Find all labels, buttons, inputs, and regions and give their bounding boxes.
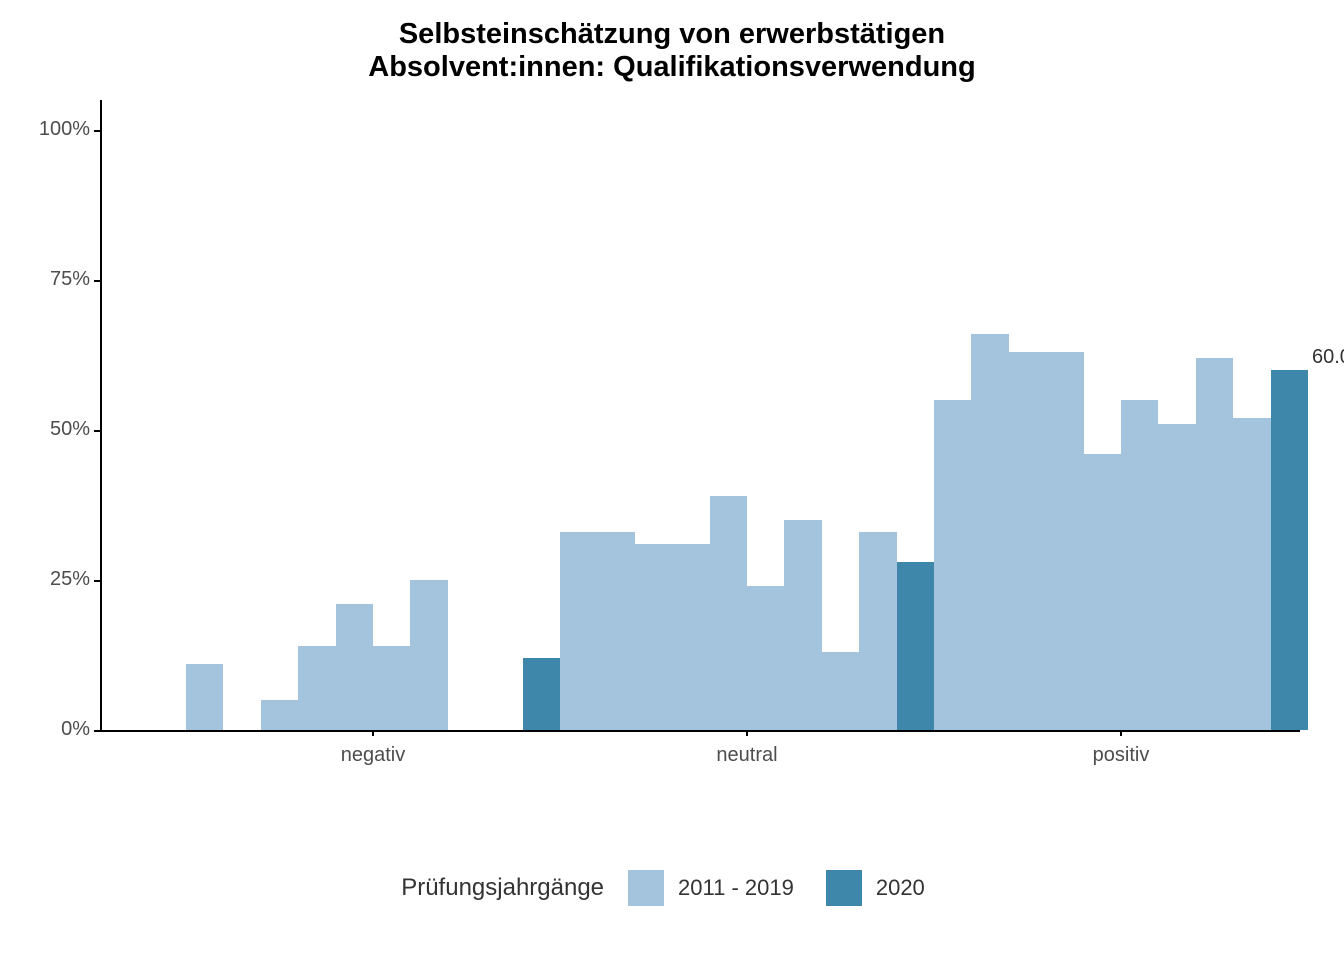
y-tick-mark	[94, 580, 100, 582]
x-tick-mark	[372, 730, 374, 736]
bar-2011-2019	[597, 532, 634, 730]
bar-2011-2019	[1121, 400, 1158, 730]
bar-2011-2019	[1233, 418, 1270, 730]
x-tick-label: positiv	[1041, 744, 1201, 767]
bar-2011-2019	[186, 664, 223, 730]
bar-2020	[1271, 370, 1308, 730]
bar-2011-2019	[1196, 358, 1233, 730]
y-tick-label: 100%	[20, 118, 90, 141]
y-tick-label: 25%	[20, 568, 90, 591]
y-tick-label: 0%	[20, 718, 90, 741]
bar-2011-2019	[1158, 424, 1195, 730]
bar-2011-2019	[672, 544, 709, 730]
legend: Prüfungsjahrgänge 2011 - 2019 2020	[0, 870, 1344, 906]
y-tick-label: 50%	[20, 418, 90, 441]
bar-value-label: 60.0%	[1312, 346, 1344, 369]
y-tick-mark	[94, 430, 100, 432]
bar-2011-2019	[859, 532, 896, 730]
bar-2011-2019	[784, 520, 821, 730]
bar-2011-2019	[971, 334, 1008, 730]
legend-item-label: 2011 - 2019	[678, 875, 794, 901]
bar-2011-2019	[560, 532, 597, 730]
bar-2011-2019	[1046, 352, 1083, 730]
bar-2011-2019	[747, 586, 784, 730]
legend-swatch	[826, 870, 862, 906]
bar-2011-2019	[1084, 454, 1121, 730]
y-tick-label: 75%	[20, 268, 90, 291]
bar-2011-2019	[934, 400, 971, 730]
x-tick-label: negativ	[293, 744, 453, 767]
bar-2011-2019	[410, 580, 447, 730]
bar-2011-2019	[1009, 352, 1046, 730]
title-line-2: Absolvent:innen: Qualifikationsverwendun…	[368, 51, 975, 83]
bar-2011-2019	[298, 646, 335, 730]
legend-item-label: 2020	[876, 875, 925, 901]
chart-container: Selbsteinschätzung von erwerbstätigen Ab…	[0, 0, 1344, 960]
y-axis-line	[100, 100, 102, 730]
bar-2011-2019	[635, 544, 672, 730]
bar-2020	[523, 658, 560, 730]
title-line-1: Selbsteinschätzung von erwerbstätigen	[399, 18, 945, 50]
x-tick-mark	[746, 730, 748, 736]
bar-2011-2019	[822, 652, 859, 730]
y-tick-mark	[94, 130, 100, 132]
legend-swatch	[628, 870, 664, 906]
y-tick-mark	[94, 280, 100, 282]
x-tick-mark	[1120, 730, 1122, 736]
y-tick-mark	[94, 730, 100, 732]
legend-title: Prüfungsjahrgänge	[401, 874, 604, 902]
bar-2020	[897, 562, 934, 730]
bar-2011-2019	[336, 604, 373, 730]
bar-2011-2019	[373, 646, 410, 730]
plot-area: 0%25%50%75%100%negativ12.0%neutral28.0%p…	[100, 100, 1300, 760]
chart-title: Selbsteinschätzung von erwerbstätigen Ab…	[0, 18, 1344, 85]
bar-2011-2019	[710, 496, 747, 730]
x-tick-label: neutral	[667, 744, 827, 767]
bar-2011-2019	[261, 700, 298, 730]
